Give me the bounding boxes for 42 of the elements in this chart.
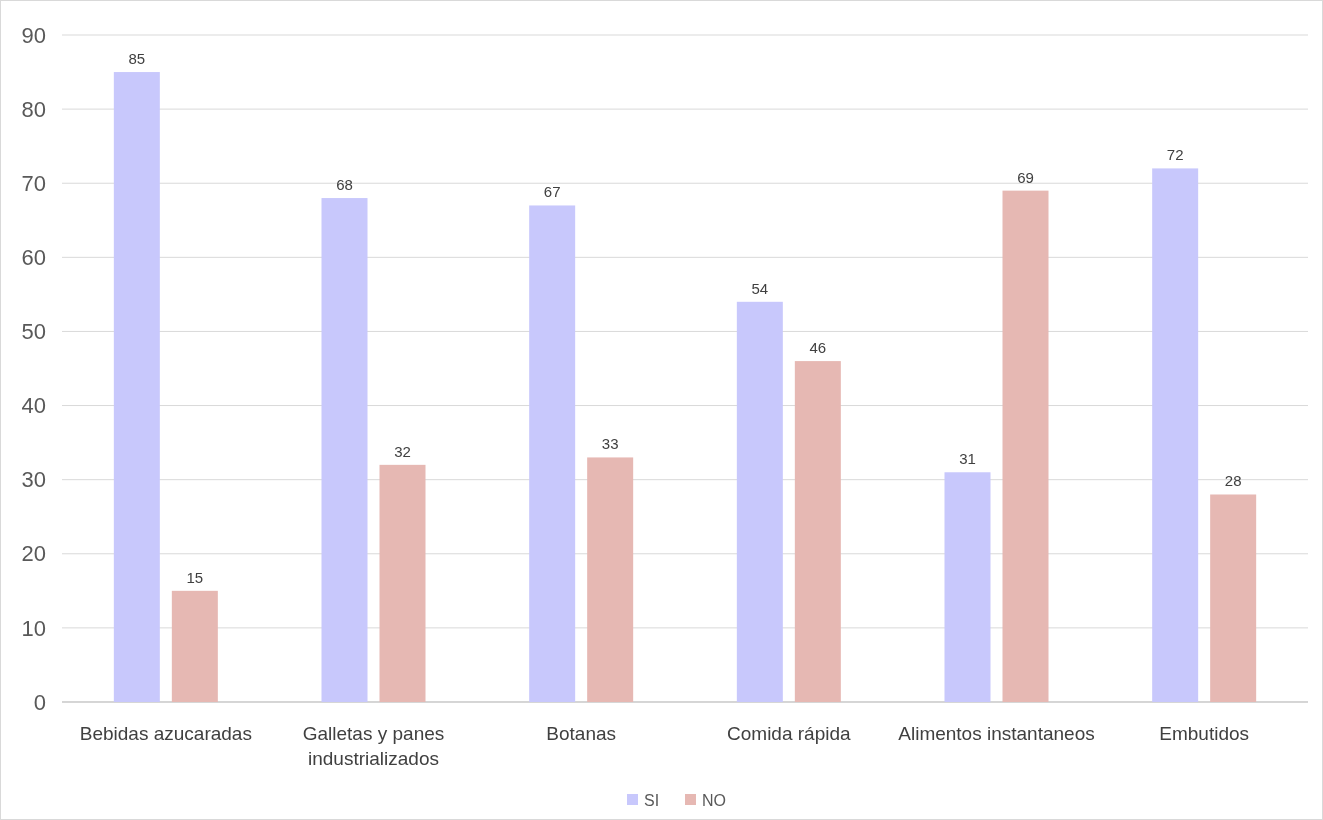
y-tick-label: 60 bbox=[21, 245, 46, 271]
y-tick-label: 30 bbox=[21, 467, 46, 493]
bar bbox=[113, 72, 160, 702]
bar bbox=[1210, 494, 1257, 702]
data-label: 54 bbox=[751, 279, 769, 297]
data-label: 15 bbox=[186, 568, 204, 586]
data-label: 85 bbox=[128, 50, 146, 68]
bar bbox=[1002, 190, 1049, 702]
y-tick-label: 0 bbox=[33, 689, 46, 715]
y-tick-label: 50 bbox=[21, 319, 46, 345]
data-label: 28 bbox=[1224, 472, 1242, 490]
data-label: 31 bbox=[959, 450, 976, 468]
data-label: 68 bbox=[336, 176, 353, 194]
x-tick-label: Galletas y panes industrializados bbox=[302, 723, 445, 769]
x-tick-label: Embutidos bbox=[1159, 723, 1250, 744]
data-label: 67 bbox=[543, 183, 561, 201]
y-tick-label: 10 bbox=[21, 615, 46, 641]
y-tick-label: 80 bbox=[21, 96, 46, 122]
bar bbox=[944, 472, 991, 702]
bar bbox=[794, 361, 841, 702]
bar bbox=[321, 198, 368, 702]
data-label: 72 bbox=[1166, 146, 1184, 164]
y-tick-label: 90 bbox=[21, 22, 46, 48]
legend-label: SI bbox=[644, 791, 660, 809]
y-tick-label: 20 bbox=[21, 541, 46, 567]
data-label: 69 bbox=[1017, 168, 1034, 186]
y-tick-label: 70 bbox=[21, 170, 46, 196]
bar bbox=[379, 464, 426, 702]
y-tick-label: 40 bbox=[21, 393, 46, 419]
x-tick-label: Botanas bbox=[546, 723, 617, 744]
data-label: 33 bbox=[601, 435, 619, 453]
x-tick-label: Bebidas azucaradas bbox=[79, 723, 252, 744]
bar bbox=[736, 301, 783, 702]
data-label: 46 bbox=[809, 339, 827, 357]
legend-label: NO bbox=[702, 791, 726, 809]
bar bbox=[1152, 168, 1199, 702]
bar bbox=[529, 205, 576, 702]
bar bbox=[171, 590, 218, 702]
x-tick-label: Comida rápida bbox=[727, 723, 852, 744]
bar bbox=[587, 457, 634, 702]
data-label: 32 bbox=[394, 442, 411, 460]
x-tick-label: Alimentos instantaneos bbox=[898, 723, 1095, 744]
